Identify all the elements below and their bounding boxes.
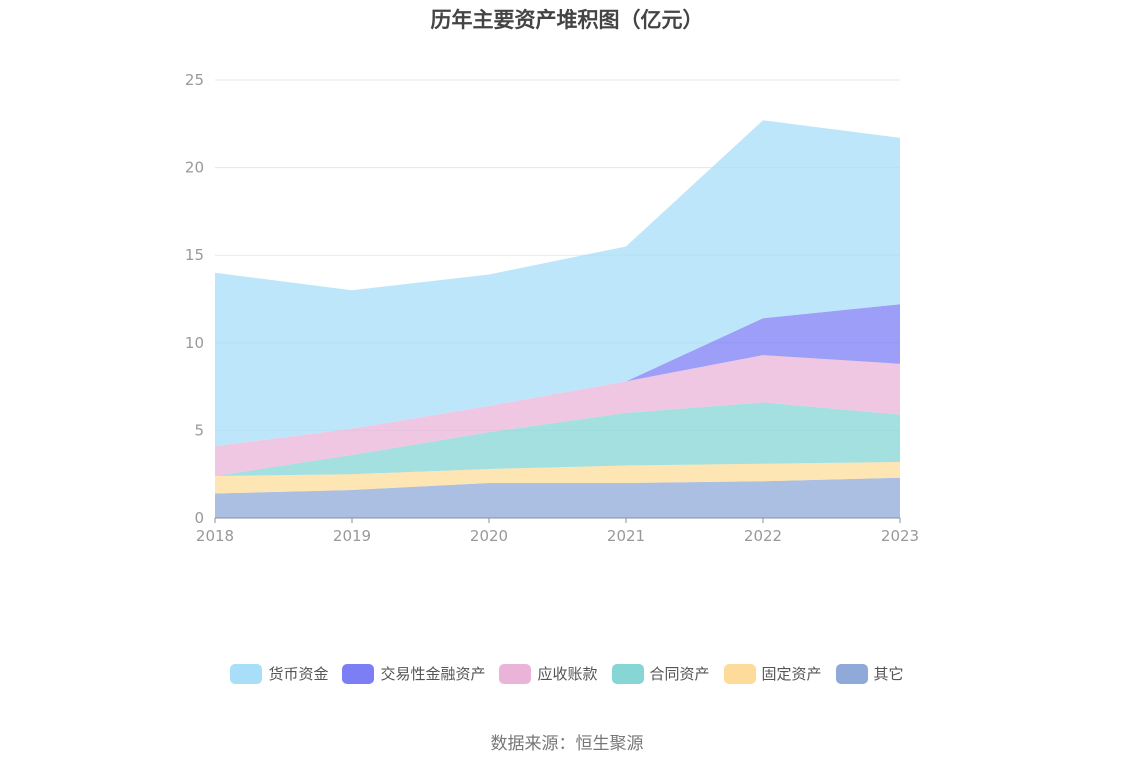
data-source: 数据来源：恒生聚源 [490, 734, 644, 754]
area-0 [215, 477, 900, 518]
legend-label: 交易性金融资产 [380, 665, 486, 683]
stacked-area-chart: 0 5 10 15 20 25 2018 2019 2020 2021 2022 2023 [185, 71, 919, 545]
axes: 0 5 10 15 20 25 2018 2019 2020 2021 2022 2023 [185, 71, 919, 545]
legend-item[interactable]: 应收账款 [499, 663, 598, 684]
legend-label: 货币资金 [268, 665, 329, 683]
legend-swatch [611, 663, 644, 684]
area-5 [215, 120, 900, 447]
legend-item[interactable]: 固定资产 [723, 663, 822, 684]
x-tick-label: 2020 [470, 527, 508, 545]
area-4 [215, 304, 900, 447]
chart-title: 历年主要资产堆积图（亿元） [430, 8, 704, 32]
legend-label: 其它 [873, 665, 904, 683]
legend-swatch [835, 663, 868, 684]
x-tick-label: 2023 [881, 527, 919, 545]
y-tick-label: 15 [185, 246, 204, 264]
x-tick-label: 2019 [333, 527, 371, 545]
y-tick-label: 5 [194, 421, 204, 439]
legend-item[interactable]: 合同资产 [611, 663, 710, 684]
legend-swatch [723, 663, 756, 684]
area-series [215, 120, 900, 518]
y-tick-label: 0 [194, 509, 204, 527]
y-tick-label: 25 [185, 71, 204, 89]
legend-item[interactable]: 交易性金融资产 [342, 663, 485, 684]
x-tick-label: 2018 [196, 527, 234, 545]
legend-item[interactable]: 货币资金 [230, 663, 328, 684]
area-3 [215, 355, 900, 476]
y-tick-label: 10 [185, 334, 204, 352]
area-1 [215, 461, 900, 494]
x-tick-label: 2021 [607, 527, 645, 545]
x-tick-label: 2022 [744, 527, 782, 545]
legend-swatch [499, 663, 532, 684]
legend-swatch [342, 663, 375, 684]
area-2 [215, 402, 900, 476]
legend-swatch [230, 663, 263, 684]
legend-label: 合同资产 [649, 665, 710, 683]
legend-label: 应收账款 [537, 665, 598, 683]
y-tick-label: 20 [185, 159, 204, 177]
legend-item[interactable]: 其它 [835, 663, 904, 684]
legend-label: 固定资产 [761, 665, 822, 683]
legend: 货币资金 交易性金融资产 应收账款 合同资产 固定资产 其它 [0, 663, 1134, 684]
